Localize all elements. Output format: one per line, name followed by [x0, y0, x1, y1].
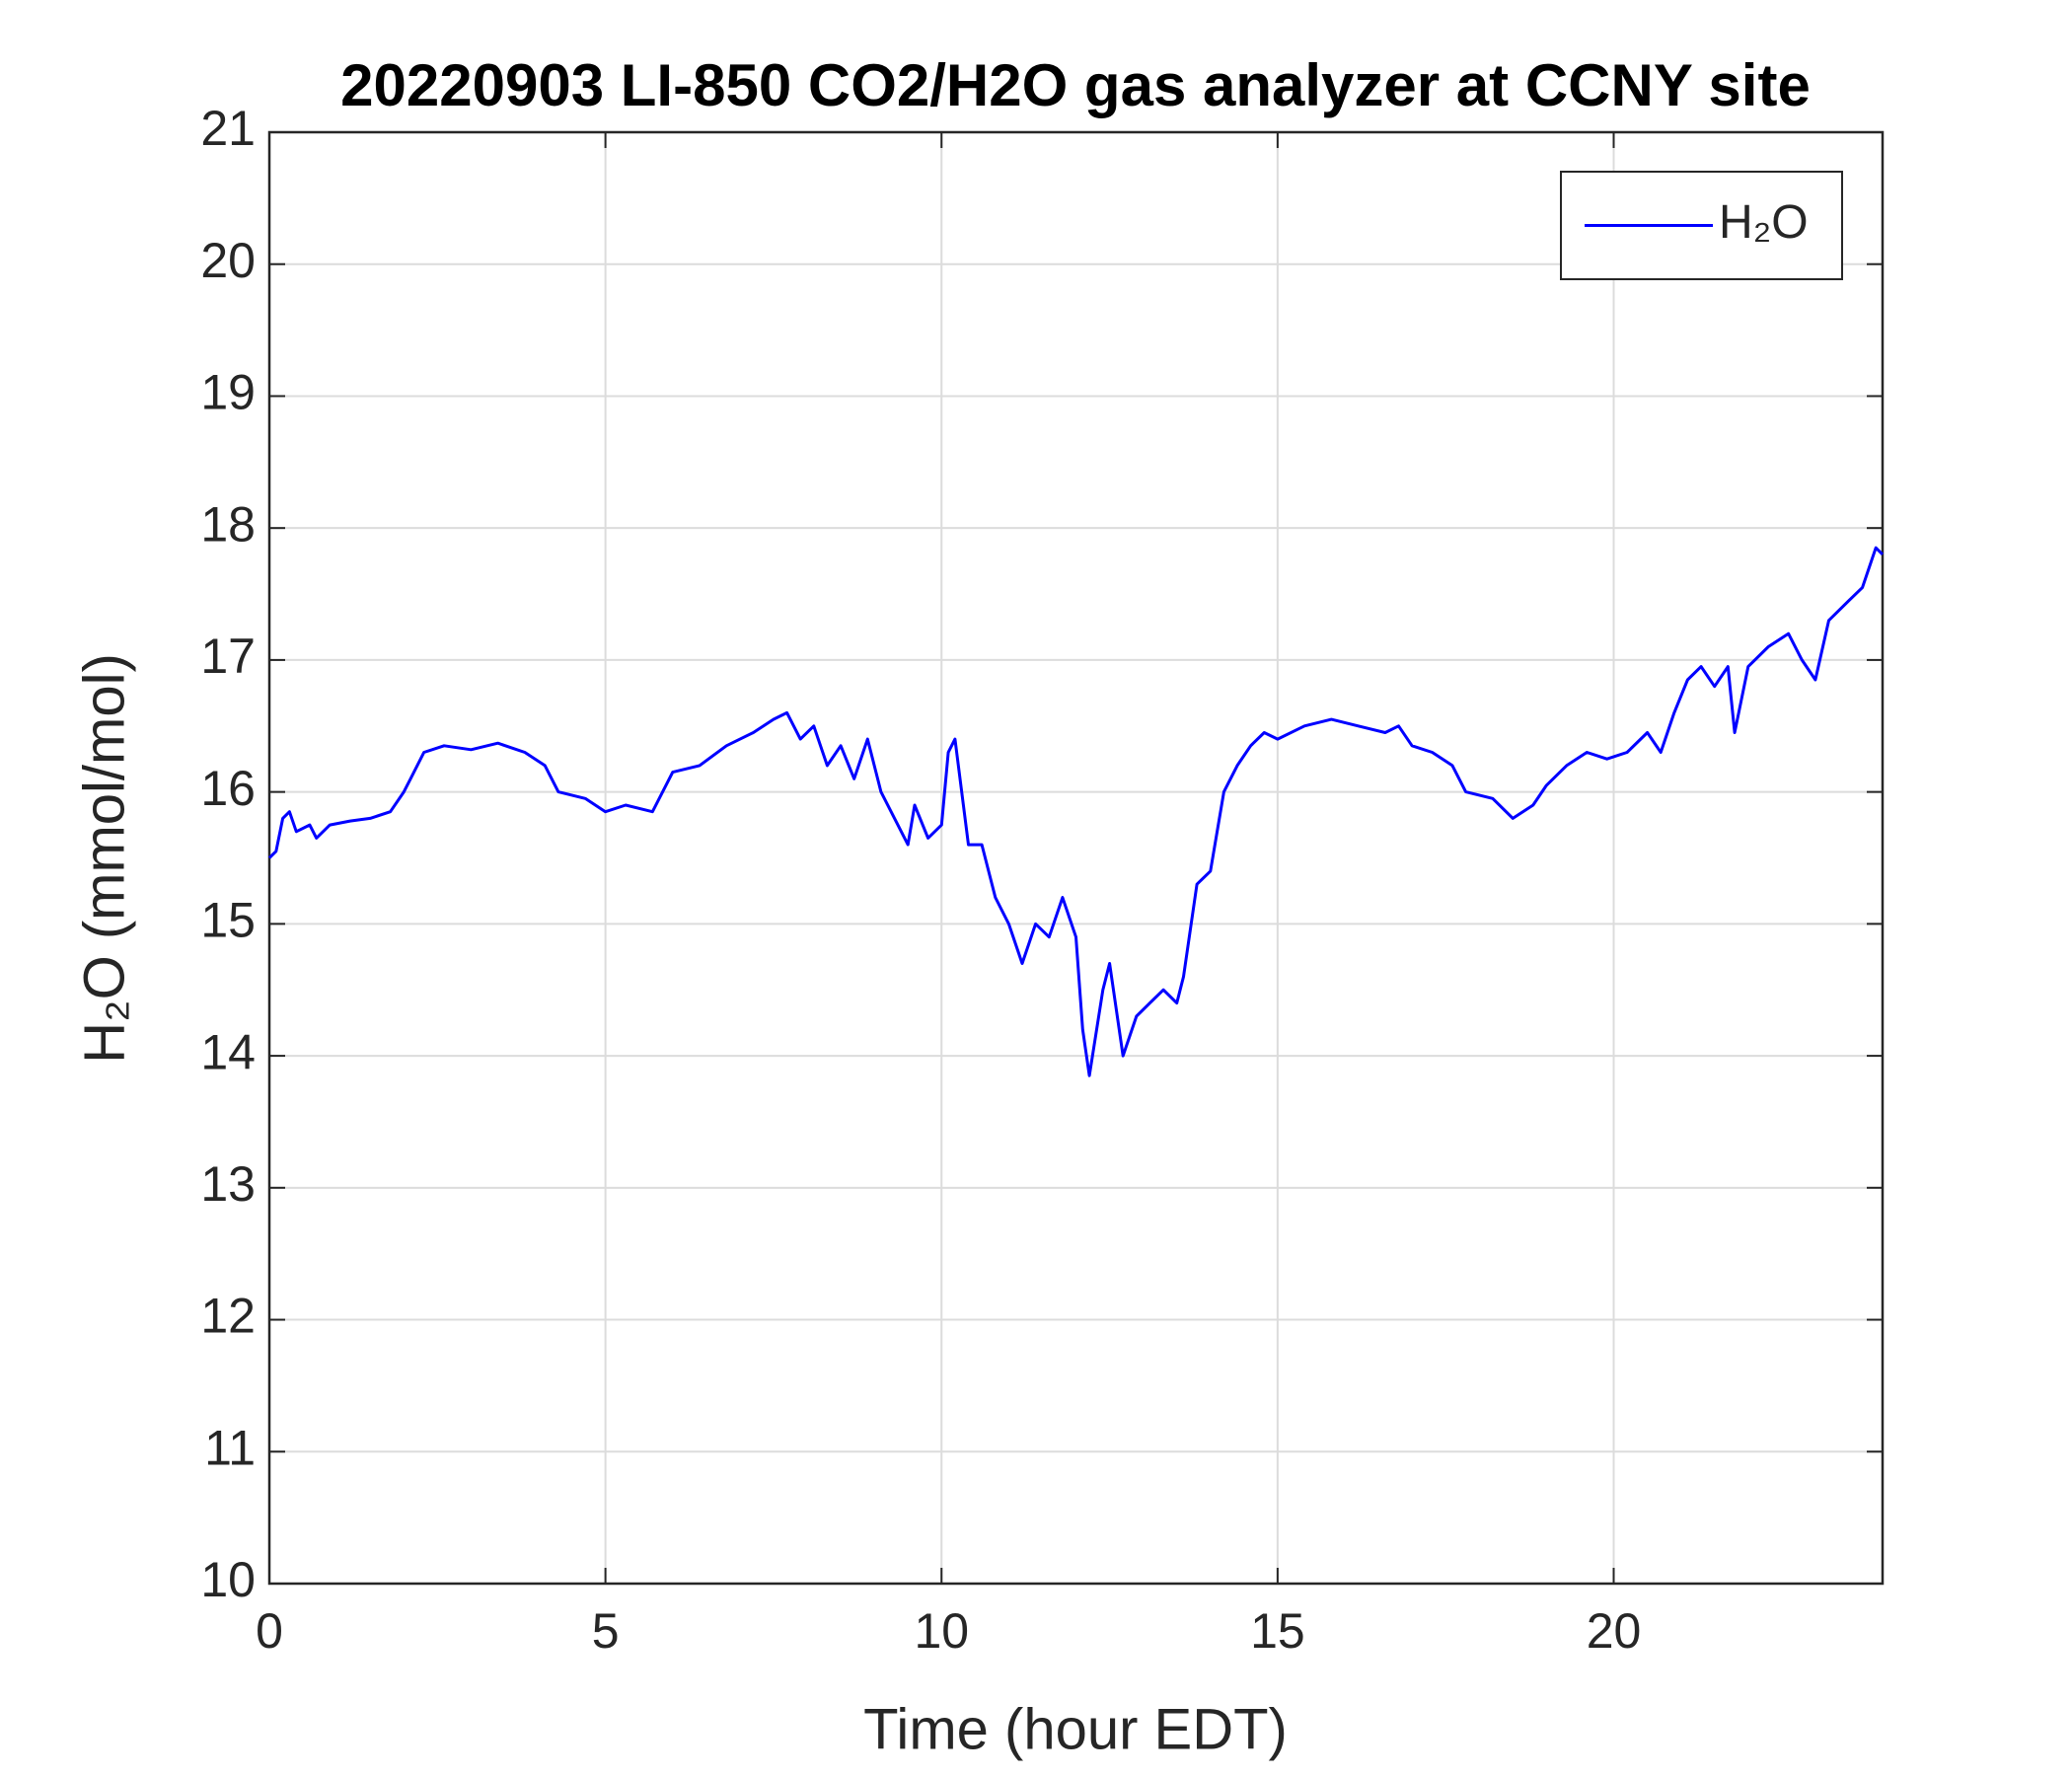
y-tick-label: 16 [200, 761, 256, 816]
x-tick-label: 10 [914, 1603, 969, 1659]
x-tick-label: 5 [592, 1603, 620, 1659]
y-tick-label: 18 [200, 496, 256, 552]
x-tick-label: 20 [1587, 1603, 1642, 1659]
y-tick-label: 14 [200, 1024, 256, 1079]
chart-title: 20220903 LI-850 CO2/H2O gas analyzer at … [340, 52, 1811, 118]
x-tick-label: 0 [256, 1603, 283, 1659]
data-line [267, 546, 1885, 1077]
y-tick-label: 17 [200, 629, 256, 684]
y-tick-label: 10 [200, 1552, 256, 1607]
plot-area [269, 132, 1883, 1584]
y-tick-label: 19 [200, 365, 256, 420]
y-tick-label: 12 [200, 1289, 256, 1344]
y-tick-label: 15 [200, 893, 256, 948]
legend-label: H₂O [1719, 196, 1809, 249]
y-tick-label: 13 [200, 1156, 256, 1212]
y-tick-label: 20 [200, 233, 256, 288]
y-tick-label: 11 [204, 1420, 256, 1475]
x-tick-label: 15 [1250, 1603, 1305, 1659]
y-tick-label: 21 [200, 101, 256, 156]
y-axis-label: H₂O (mmol/mol) [72, 653, 136, 1064]
x-axis-label: Time (hour EDT) [863, 1697, 1288, 1761]
